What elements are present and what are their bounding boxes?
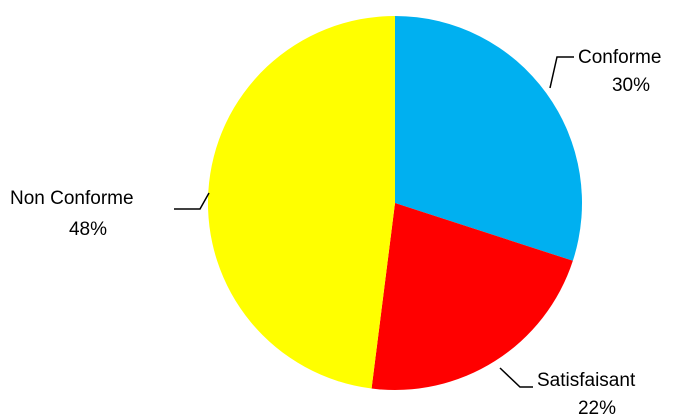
leader-line-conforme <box>549 56 574 89</box>
leader-line-satisfaisant <box>499 367 533 388</box>
label-conforme-name: Conforme <box>578 47 661 68</box>
pie-slices <box>207 15 583 391</box>
pie-slice-conforme <box>395 15 583 261</box>
label-satisfaisant-name: Satisfaisant <box>537 370 636 391</box>
label-non-conforme-value: 48% <box>69 219 107 240</box>
label-non-conforme-name: Non Conforme <box>10 188 134 209</box>
label-satisfaisant-value: 22% <box>578 398 616 417</box>
pie-slice-non-conforme <box>207 15 395 389</box>
label-conforme-value: 30% <box>612 75 650 96</box>
leader-line-non-conforme <box>174 192 210 210</box>
pie-slice-satisfaisant <box>371 203 573 391</box>
